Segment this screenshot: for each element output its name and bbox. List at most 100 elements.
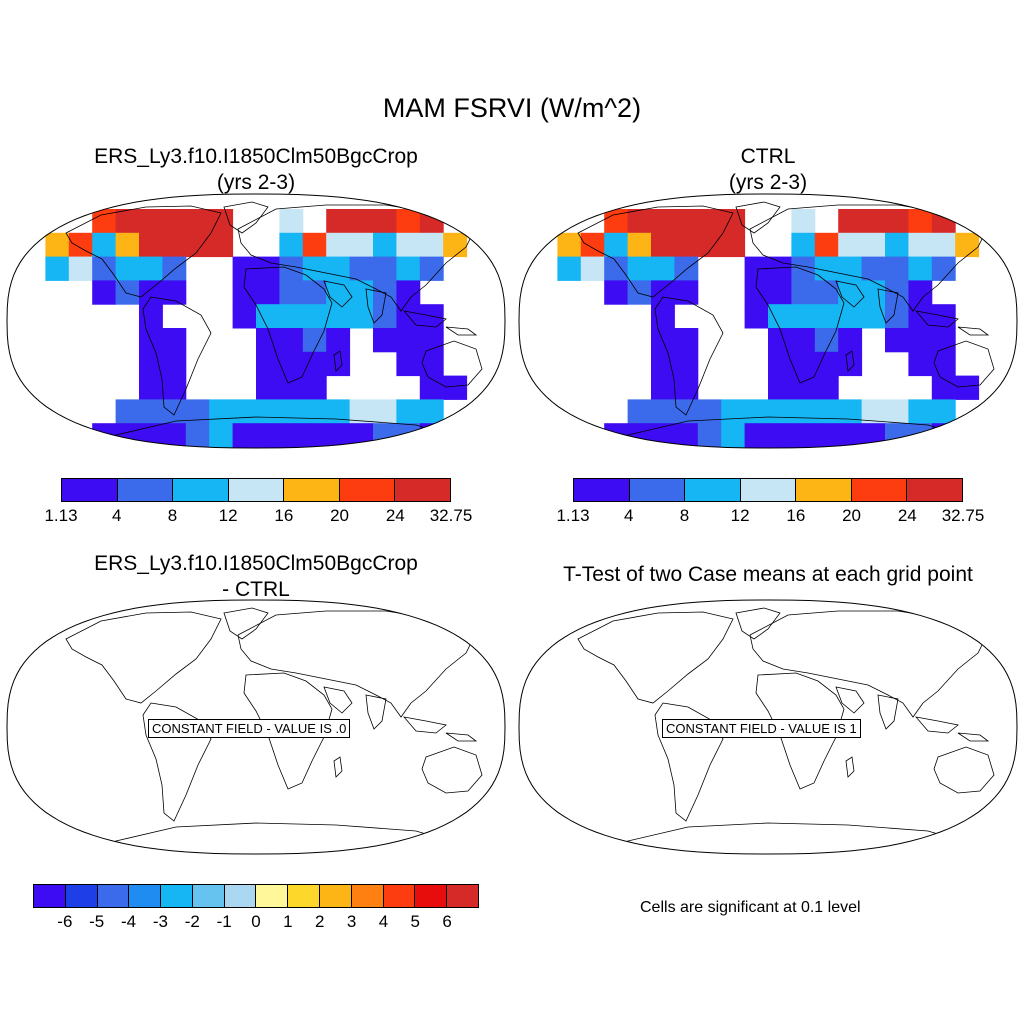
data-cell [373, 304, 397, 329]
data-cell [139, 304, 163, 329]
data-cell [721, 399, 863, 424]
data-cell [838, 209, 909, 234]
colorbar-tick-label: 0 [251, 912, 261, 931]
coastline [845, 350, 855, 372]
colorbar-difference [33, 884, 479, 908]
data-cell [651, 328, 699, 353]
data-cell [302, 232, 327, 258]
colorbar-tick-label: -5 [89, 912, 105, 931]
colorbar-swatch [447, 885, 478, 907]
colorbar-swatch [907, 479, 963, 501]
data-cell [68, 232, 93, 258]
data-cell [256, 304, 327, 329]
data-cell [92, 232, 117, 258]
coastline [223, 201, 269, 234]
panel-3-title-line1: ERS_Ly3.f10.I1850Clm50BgcCrop [94, 552, 418, 575]
data-cell [838, 304, 886, 329]
colorbar-tick-label: 2 [314, 912, 325, 931]
data-cell [349, 256, 397, 281]
coastline [914, 310, 990, 336]
data-cell [396, 232, 444, 258]
data-cell [256, 351, 351, 377]
data-cell [232, 280, 280, 305]
data-cell [627, 399, 722, 424]
data-cell [279, 232, 304, 258]
coastline [735, 201, 781, 234]
colorbar-swatch [740, 479, 797, 501]
colorbar-tick-label: 12 [730, 506, 750, 525]
data-cell [908, 209, 933, 234]
colorbar-tick-label: 1 [283, 912, 293, 931]
coastline [402, 716, 478, 742]
coastline [421, 746, 483, 794]
data-cell [302, 328, 327, 353]
data-cell [115, 209, 163, 234]
panel-4-title-line1: T-Test of two Case means at each grid po… [563, 563, 973, 586]
data-cell [627, 280, 652, 305]
colorbar-swatch [228, 479, 285, 501]
data-cell [885, 232, 909, 258]
data-cell [814, 232, 839, 258]
colorbar-tick-label: 3 [346, 912, 357, 931]
panel-3-title-line2: - CTRL [222, 578, 290, 601]
coastline [65, 205, 222, 298]
data-cell [256, 328, 304, 353]
data-cell [721, 423, 746, 448]
coastline [333, 756, 343, 778]
coastline [933, 746, 995, 794]
colorbar-tick-label: 20 [842, 506, 862, 525]
data-cell [651, 351, 699, 377]
data-cell [768, 351, 863, 377]
data-cell [279, 280, 327, 305]
map-outline [518, 193, 1018, 449]
panel-2-title: CTRL (yrs 2-3) [518, 144, 1018, 196]
colorbar-tick-label: -4 [121, 912, 137, 931]
data-cell [139, 232, 187, 258]
colorbar-tick-label: 4 [378, 912, 389, 931]
coastline [735, 607, 781, 640]
data-cell [373, 232, 397, 258]
coastline [755, 266, 845, 384]
coastline [142, 296, 212, 416]
colorbar-tick-label: 8 [167, 506, 178, 525]
data-cell [326, 328, 351, 353]
colorbar-swatch [65, 885, 98, 907]
colorbar-swatch [173, 479, 229, 501]
data-cell [955, 232, 980, 258]
data-cell [604, 280, 629, 305]
data-cell [791, 256, 816, 281]
data-cell [419, 375, 468, 400]
data-cell [814, 256, 863, 281]
data-cell [45, 232, 70, 258]
data-cell [627, 209, 675, 234]
data-cell [115, 280, 140, 305]
colorbar-tick-label: 32.75 [429, 506, 473, 525]
data-cell [604, 256, 629, 281]
data-cell [396, 209, 421, 234]
data-cell [443, 232, 468, 258]
colorbar-tick-label: 8 [679, 506, 690, 525]
data-cell [908, 399, 956, 424]
colorbar-tick-label: 6 [442, 912, 452, 931]
colorbar-swatch [224, 885, 257, 907]
data-cell [580, 256, 605, 281]
coastline [577, 611, 734, 704]
data-cell [908, 304, 956, 329]
data-cell [115, 399, 210, 424]
coastline [835, 280, 899, 324]
colorbar-swatch [34, 885, 66, 907]
coastline [755, 672, 845, 790]
colorbar-swatch [284, 479, 340, 501]
data-cell [604, 423, 699, 448]
data-cell [279, 256, 304, 281]
data-cell [209, 423, 234, 448]
colorbar-swatch [288, 885, 321, 907]
data-cell [627, 232, 652, 258]
data-cell [768, 304, 839, 329]
colorbar-swatch [685, 479, 741, 501]
data-cell [604, 232, 629, 258]
colorbar-tick-label: 5 [410, 912, 421, 931]
data-cell [396, 304, 444, 329]
colorbar-tick-label: 16 [274, 506, 294, 525]
data-cell [185, 423, 210, 448]
